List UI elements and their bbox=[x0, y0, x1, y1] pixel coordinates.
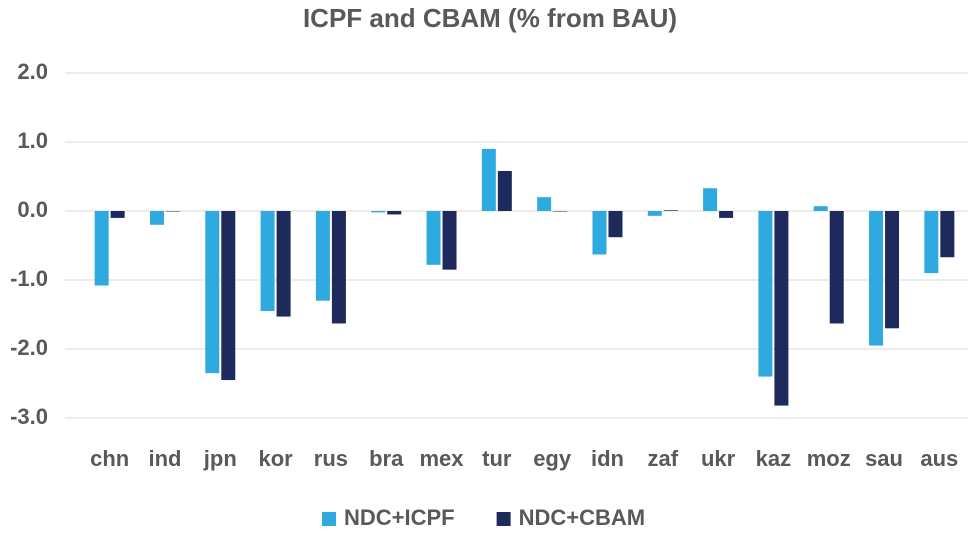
bar bbox=[205, 211, 220, 374]
bar bbox=[94, 211, 109, 286]
x-tick-label: sau bbox=[865, 446, 903, 471]
x-tick-label: chn bbox=[90, 446, 129, 471]
x-tick-label: ukr bbox=[701, 446, 736, 471]
x-tick-label: tur bbox=[482, 446, 512, 471]
bar bbox=[829, 211, 844, 324]
bar bbox=[371, 211, 386, 213]
bar bbox=[426, 211, 441, 265]
bar bbox=[110, 211, 125, 218]
bar bbox=[276, 211, 291, 317]
y-tick-label: 0.0 bbox=[17, 197, 48, 222]
bar bbox=[331, 211, 346, 324]
bar bbox=[719, 211, 734, 218]
y-tick-label: -1.0 bbox=[10, 266, 48, 291]
y-tick-label: 1.0 bbox=[17, 128, 48, 153]
bar bbox=[940, 211, 955, 258]
x-tick-label: bra bbox=[369, 446, 404, 471]
bar bbox=[592, 211, 607, 255]
x-tick-label: idn bbox=[591, 446, 624, 471]
bar bbox=[703, 188, 718, 211]
bar bbox=[924, 211, 939, 274]
x-tick-label: kaz bbox=[756, 446, 791, 471]
bar bbox=[221, 211, 236, 381]
bar bbox=[758, 211, 773, 377]
chart-title: ICPF and CBAM (% from BAU) bbox=[303, 3, 677, 33]
x-tick-label: mex bbox=[420, 446, 465, 471]
bar bbox=[608, 211, 623, 238]
bar bbox=[553, 211, 568, 212]
bar bbox=[869, 211, 884, 346]
bar bbox=[481, 148, 496, 211]
x-tick-label: aus bbox=[920, 446, 958, 471]
y-tick-label: 2.0 bbox=[17, 59, 48, 84]
bar bbox=[537, 197, 552, 211]
legend-label: NDC+CBAM bbox=[519, 505, 646, 530]
bar bbox=[497, 170, 512, 211]
bar bbox=[315, 211, 330, 301]
x-tick-label: ind bbox=[148, 446, 181, 471]
y-tick-label: -2.0 bbox=[10, 335, 48, 360]
x-tick-label: rus bbox=[314, 446, 348, 471]
bar bbox=[165, 211, 180, 212]
bar bbox=[260, 211, 275, 312]
bar bbox=[663, 210, 678, 211]
x-tick-label: jpn bbox=[203, 446, 237, 471]
bar bbox=[149, 211, 164, 225]
bar bbox=[647, 211, 662, 216]
bar bbox=[442, 211, 457, 270]
x-tick-label: zaf bbox=[648, 446, 679, 471]
legend-label: NDC+ICPF bbox=[344, 505, 455, 530]
x-tick-label: egy bbox=[533, 446, 572, 471]
bar bbox=[813, 206, 828, 211]
bar bbox=[387, 211, 402, 215]
legend-swatch bbox=[322, 512, 336, 526]
y-tick-label: -3.0 bbox=[10, 404, 48, 429]
x-tick-label: kor bbox=[258, 446, 293, 471]
legend-swatch bbox=[496, 512, 511, 526]
x-tick-label: moz bbox=[807, 446, 851, 471]
bar bbox=[885, 211, 900, 329]
bar bbox=[774, 211, 789, 406]
